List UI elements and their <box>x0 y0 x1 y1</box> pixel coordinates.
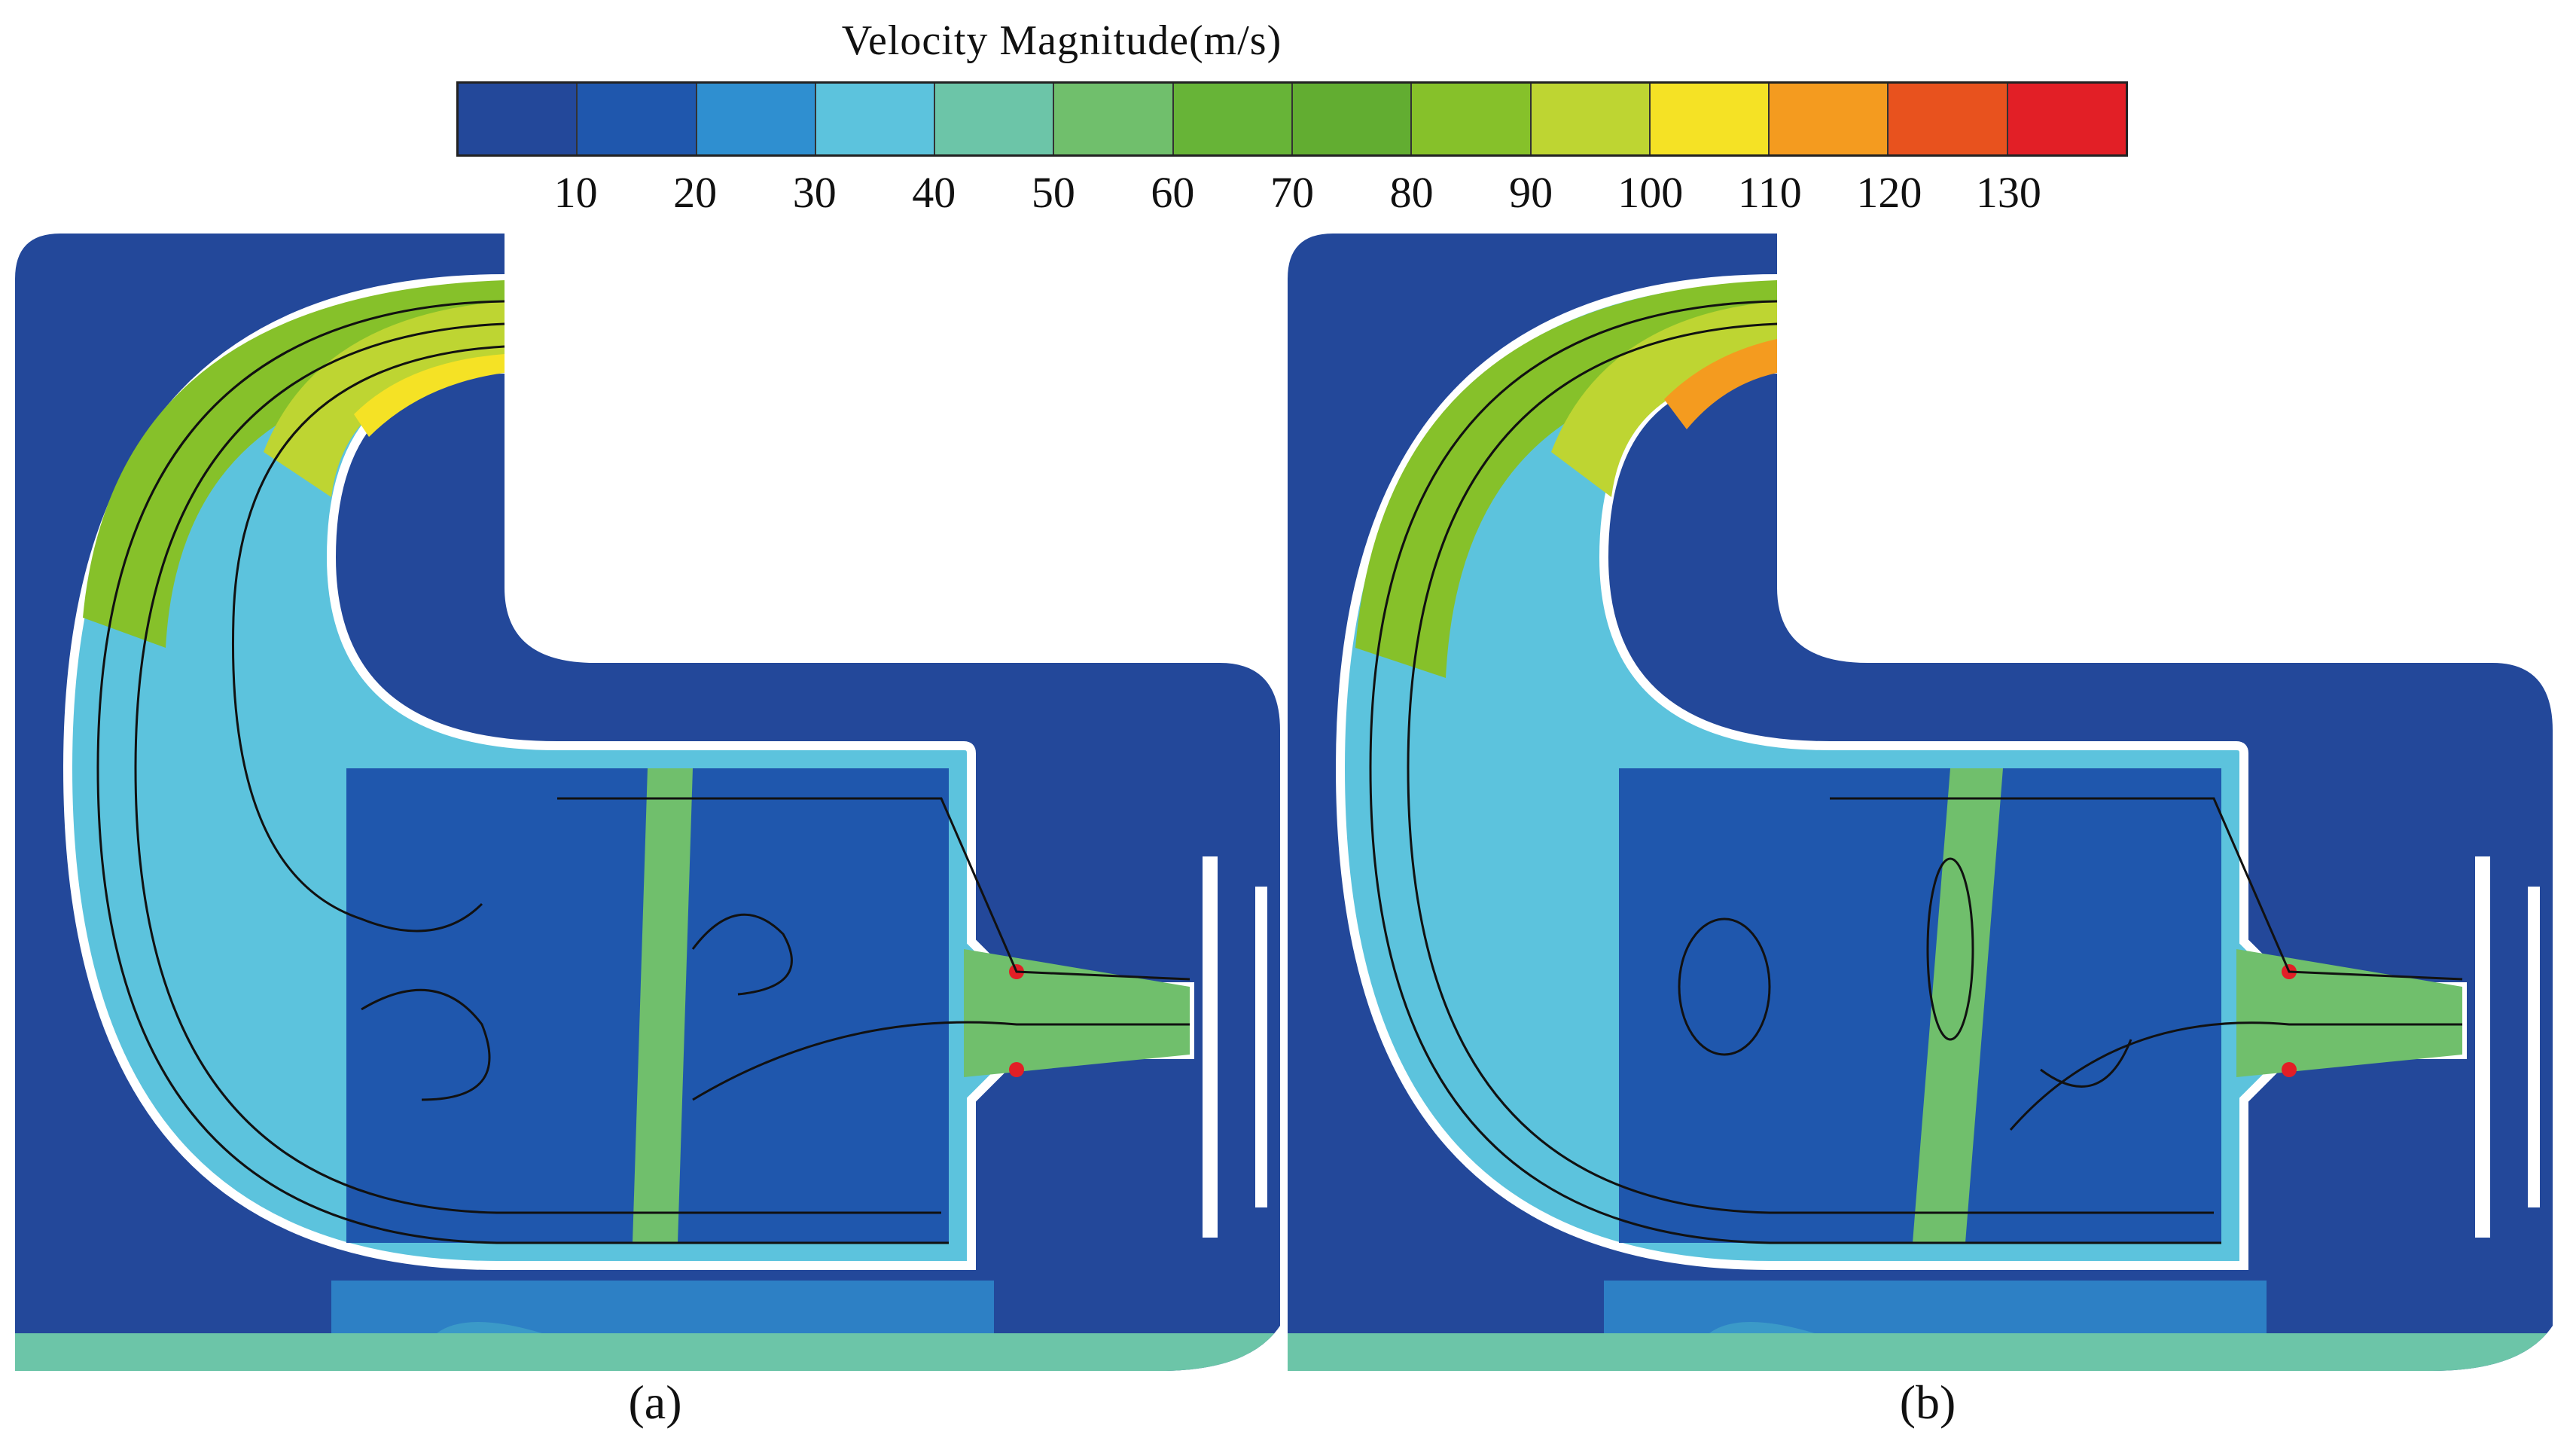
colorbar-tick-label: 20 <box>673 168 718 217</box>
velocity-contour-a <box>15 234 1280 1371</box>
colorbar-segment <box>1173 84 1293 154</box>
colorbar-tick-label: 130 <box>1975 168 2041 217</box>
colorbar-segment <box>578 84 697 154</box>
velocity-colorbar <box>456 81 2128 157</box>
colorbar-tick-label: 90 <box>1509 168 1553 217</box>
colorbar-segment <box>815 84 936 154</box>
colorbar-title: Velocity Magnitude(m/s) <box>841 17 1282 64</box>
colorbar-segment <box>697 84 816 154</box>
colorbar-tick-label: 50 <box>1031 168 1075 217</box>
colorbar-tick-label: 120 <box>1856 168 1922 217</box>
colorbar-segment <box>1054 84 1174 154</box>
velocity-contour-b <box>1288 234 2553 1371</box>
colorbar-segment <box>2007 84 2126 154</box>
colorbar-tick-label: 70 <box>1270 168 1314 217</box>
flow-field-panel-b <box>1288 226 2560 1386</box>
colorbar-tick-label: 100 <box>1617 168 1684 217</box>
colorbar-segment <box>1650 84 1770 154</box>
flow-field-panel-a <box>15 226 1288 1386</box>
colorbar-tick-label: 110 <box>1737 168 1802 217</box>
colorbar-ticks: 10 20 30 40 50 60 70 80 90 100 110 120 130 <box>456 167 2128 220</box>
colorbar-segment <box>459 84 578 154</box>
panel-label-b: (b) <box>1899 1375 1956 1429</box>
colorbar-tick-label: 10 <box>553 168 598 217</box>
colorbar-tick-label: 40 <box>912 168 956 217</box>
colorbar-tick-label: 30 <box>792 168 837 217</box>
colorbar-tick-label: 60 <box>1151 168 1195 217</box>
colorbar-segment <box>1770 84 1889 154</box>
panel-label-a: (a) <box>628 1375 682 1429</box>
colorbar-segment <box>935 84 1055 154</box>
colorbar-segment <box>1412 84 1532 154</box>
colorbar-tick-label: 80 <box>1389 168 1434 217</box>
colorbar-segment <box>1889 84 2008 154</box>
colorbar-segment <box>1531 84 1651 154</box>
colorbar-segment <box>1292 84 1413 154</box>
